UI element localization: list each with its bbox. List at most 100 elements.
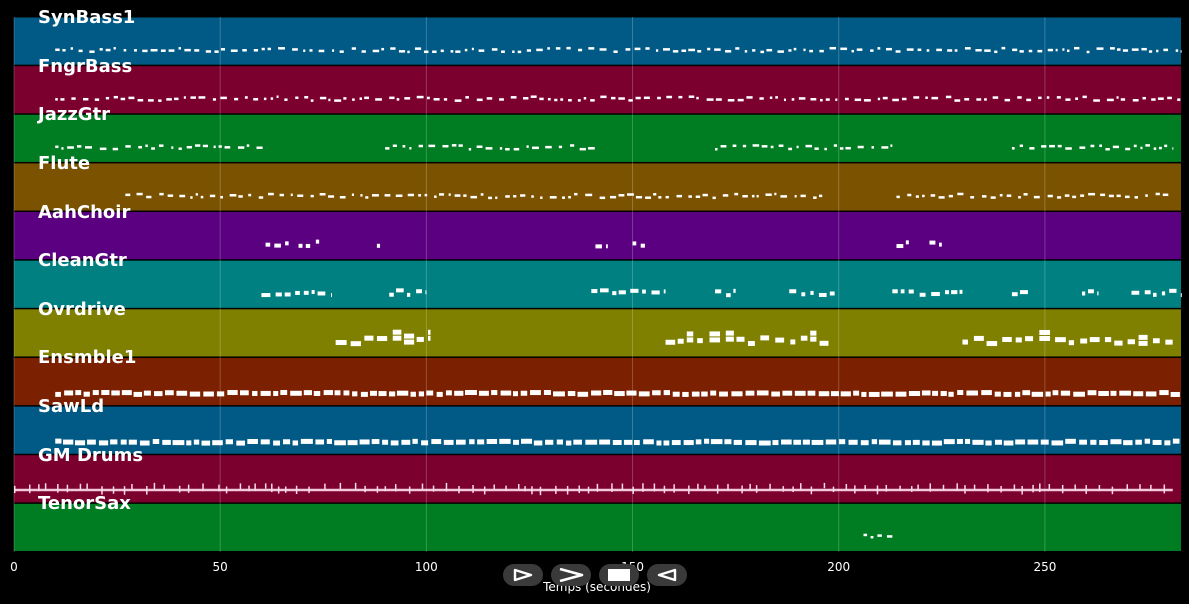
note: [517, 50, 522, 54]
note: [686, 331, 694, 337]
note: [375, 98, 382, 101]
note: [1085, 485, 1087, 494]
note: [731, 391, 743, 397]
note: [315, 439, 325, 445]
note: [1180, 50, 1182, 53]
note: [848, 439, 858, 445]
note: [791, 98, 795, 101]
forward-button[interactable]: [551, 564, 591, 586]
track-label: GM Drums: [38, 444, 144, 466]
note: [454, 194, 461, 197]
note: [695, 195, 701, 199]
note: [271, 483, 273, 493]
note: [310, 194, 314, 198]
back-button[interactable]: [647, 564, 687, 586]
note: [1049, 144, 1055, 148]
note: [1062, 48, 1065, 51]
note: [279, 193, 284, 197]
note: [78, 49, 83, 53]
note: [663, 289, 666, 294]
note: [44, 483, 47, 491]
note: [1032, 484, 1034, 493]
note: [715, 147, 718, 151]
note: [113, 47, 116, 50]
note: [421, 483, 424, 490]
note: [513, 147, 520, 151]
note: [1140, 146, 1143, 150]
note: [254, 483, 256, 491]
note: [1132, 99, 1139, 102]
note: [137, 98, 144, 102]
note: [401, 439, 411, 445]
note: [972, 439, 984, 445]
note: [261, 47, 265, 51]
note: [152, 438, 160, 444]
note: [547, 97, 551, 101]
note: [577, 391, 589, 397]
note: [1026, 98, 1032, 102]
note: [554, 98, 558, 102]
note: [465, 96, 469, 99]
note: [545, 145, 552, 149]
note: [553, 391, 565, 397]
note: [284, 486, 287, 493]
note: [1019, 144, 1024, 148]
note: [220, 195, 223, 199]
note: [663, 440, 670, 446]
note: [1138, 334, 1148, 340]
note: [948, 194, 953, 198]
note: [1159, 390, 1169, 396]
note: [878, 439, 891, 445]
note: [652, 390, 661, 396]
note: [55, 98, 58, 101]
note: [1011, 147, 1015, 150]
note: [280, 389, 288, 395]
note: [1142, 96, 1146, 100]
note: [94, 98, 100, 101]
note: [1133, 144, 1137, 148]
note: [994, 439, 1003, 445]
note: [1125, 147, 1131, 151]
note: [830, 391, 840, 397]
note: [663, 485, 666, 494]
note: [578, 485, 580, 494]
note: [402, 145, 406, 148]
note: [766, 48, 773, 52]
note: [1052, 390, 1059, 396]
note: [309, 49, 313, 52]
note: [434, 195, 437, 198]
note: [635, 96, 641, 100]
note: [818, 292, 827, 297]
note: [248, 193, 252, 197]
note: [154, 391, 163, 397]
track-lane: [14, 406, 1181, 454]
note: [14, 485, 16, 494]
note: [810, 290, 814, 295]
note: [303, 390, 312, 396]
note: [583, 97, 587, 100]
note: [128, 439, 137, 445]
note: [735, 47, 740, 50]
stop-button[interactable]: [599, 564, 639, 586]
note: [1074, 484, 1076, 491]
note: [549, 196, 557, 199]
note: [71, 97, 76, 100]
note: [943, 439, 955, 445]
note: [800, 483, 802, 491]
note: [187, 484, 190, 493]
note: [1065, 147, 1072, 150]
note: [409, 147, 412, 150]
note: [332, 49, 335, 52]
note: [284, 292, 291, 297]
note: [248, 485, 250, 492]
note: [568, 195, 571, 199]
note: [970, 196, 975, 199]
note: [470, 195, 478, 199]
note: [825, 98, 830, 101]
note: [599, 439, 611, 445]
note: [790, 339, 796, 345]
track-lane: [14, 17, 1181, 65]
note: [948, 391, 954, 397]
play-button[interactable]: [503, 564, 543, 586]
note: [361, 50, 366, 53]
